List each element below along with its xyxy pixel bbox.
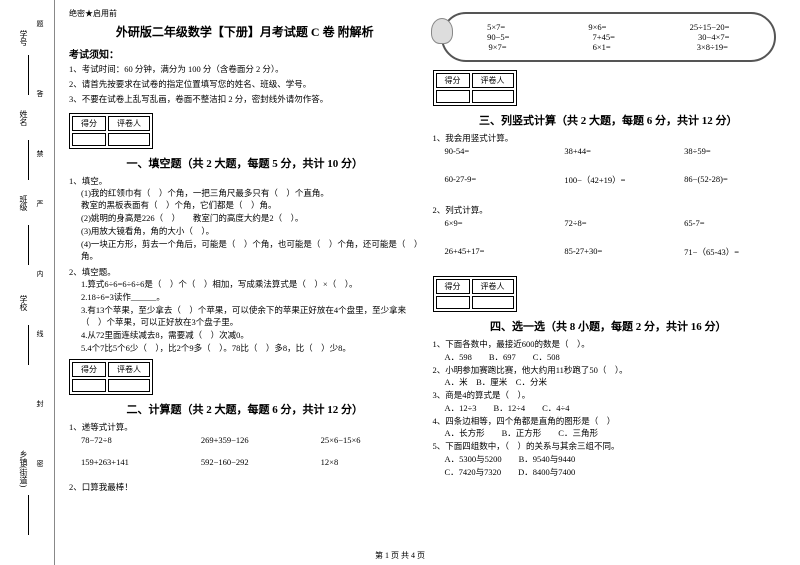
notice-item: 3、不要在试卷上乱写乱画，卷面不整洁扣 2 分，密封线外请勿作答。 xyxy=(69,94,421,106)
margin-label-class: 班级 xyxy=(18,195,29,211)
mc-item: 3、商是4的算式是（ ）。 xyxy=(433,389,785,402)
q1-item: 教室的黑板表面有（ ）个角，它们都是（ ）角。 xyxy=(81,199,421,212)
q5-heading: 1、我会用竖式计算。 xyxy=(433,132,785,144)
q1-item: (1)我的红领巾有（ ）个角，一把三角尺最多只有（ ）个直角。 xyxy=(81,187,421,200)
vert-calc-row: 90-54= 38+44= 38÷59= xyxy=(445,146,785,156)
vert-calc-row: 6×9= 72÷8= 65-7= xyxy=(445,218,785,228)
calc-row: 78−72÷8 269+359−126 25×6−15×6 xyxy=(81,435,421,445)
grader-col: 评卷人 xyxy=(472,279,514,294)
q2-heading: 2、填空题。 xyxy=(69,266,421,278)
score-table: 得分评卷人 xyxy=(433,276,517,312)
binding-margin: 学号 姓名 班级 学校 乡镇(街道) 题 答 禁 严 内 线 封 密 xyxy=(0,0,55,565)
score-col: 得分 xyxy=(72,116,106,131)
page-footer: 第 1 页 共 4 页 xyxy=(375,550,425,561)
score-table: 得分评卷人 xyxy=(69,359,153,395)
mc-options: A．12÷3 B．12÷4 C．4÷4 xyxy=(445,402,785,415)
q2-item: 3.有13个苹果，至少拿去（ ）个苹果，可以使余下的苹果正好放在4个盘里，至少拿… xyxy=(81,304,421,330)
q2-item: 1.算式6÷6=6÷6÷6是（ ）个（ ）相加，写成乘法算式是（ ）×（ ）。 xyxy=(81,278,421,291)
q1-item: (2)姚明的身高是226（ ） 教室门的高度大约是2（ ）。 xyxy=(81,212,421,225)
student-icon xyxy=(431,18,453,44)
q1-heading: 1、填空。 xyxy=(69,175,421,187)
section-4-title: 四、选一选（共 8 小题，每题 2 分，共计 16 分） xyxy=(433,318,785,334)
q6-heading: 2、列式计算。 xyxy=(433,204,785,216)
seal-char: 题 xyxy=(35,20,45,27)
seal-char: 严 xyxy=(35,200,45,207)
q2-item: 4.从72里面连续减去8，需要减（ ）次减0。 xyxy=(81,329,421,342)
mc-item: 4、四条边相等，四个角都是直角的图形是（ ） xyxy=(433,415,785,428)
mc-options: A．598 B．697 C．508 xyxy=(445,351,785,364)
seal-char: 内 xyxy=(35,270,45,277)
score-col: 得分 xyxy=(72,362,106,377)
vert-calc-row: 26+45+17= 85-27+30= 71−（65-43）= xyxy=(445,246,785,258)
content-area: 绝密★启用前 外研版二年级数学【下册】月考试题 C 卷 附解析 考试须知： 1、… xyxy=(55,0,800,565)
seal-char: 线 xyxy=(35,330,45,337)
section-2-title: 二、计算题（共 2 大题，每题 6 分，共计 12 分） xyxy=(69,401,421,417)
seal-char: 封 xyxy=(35,400,45,407)
q2-item: 2.18÷6=3读作______。 xyxy=(81,291,421,304)
margin-label-school: 学校 xyxy=(18,295,29,311)
score-table: 得分评卷人 xyxy=(69,113,153,149)
q1-item: (3)用放大镜看角，角的大小（ ）。 xyxy=(81,225,421,238)
vert-calc-row: 60-27-9= 100−（42+19）= 86−(52-28)= xyxy=(445,174,785,186)
exam-title: 外研版二年级数学【下册】月考试题 C 卷 附解析 xyxy=(69,23,421,40)
section-3-title: 三、列竖式计算（共 2 大题，每题 6 分，共计 12 分） xyxy=(433,112,785,128)
secret-label: 绝密★启用前 xyxy=(69,8,421,19)
seal-char: 密 xyxy=(35,460,45,467)
mental-math-cloud: 5×7=9×6=25÷15−20= 90−5=7+45=30−4×7= 9×7=… xyxy=(441,12,777,62)
score-col: 得分 xyxy=(436,279,470,294)
mc-item: 1、下面各数中，最接近600的数是（ ）。 xyxy=(433,338,785,351)
q2-item: 5.4个7比5个6少（ ），比2个9多（ ）。78比（ ）多8，比（ ）少8。 xyxy=(81,342,421,355)
mc-item: 5、下面四组数中，（ ）的关系与其余三组不同。 xyxy=(433,440,785,453)
mc-options: C．7420与7320 D．8400与7400 xyxy=(445,466,785,479)
mc-options: A．米 B．厘米 C．分米 xyxy=(445,376,785,389)
margin-label-id: 学号 xyxy=(18,30,29,46)
calc-row: 159+263+141 592−160−292 12×8 xyxy=(81,457,421,467)
margin-label-name: 姓名 xyxy=(18,110,29,126)
margin-label-town: 乡镇(街道) xyxy=(18,450,29,487)
score-table: 得分评卷人 xyxy=(433,70,517,106)
mc-item: 2、小明参加赛跑比赛，他大约用11秒跑了50（ ）。 xyxy=(433,364,785,377)
notice-heading: 考试须知： xyxy=(69,46,421,61)
seal-char: 禁 xyxy=(35,150,45,157)
score-col: 得分 xyxy=(436,73,470,88)
mc-options: A．长方形 B．正方形 C．三角形 xyxy=(445,427,785,440)
grader-col: 评卷人 xyxy=(108,116,150,131)
left-column: 绝密★启用前 外研版二年级数学【下册】月考试题 C 卷 附解析 考试须知： 1、… xyxy=(63,8,427,565)
notice-item: 1、考试时间：60 分钟，满分为 100 分（含卷面分 2 分）。 xyxy=(69,64,421,76)
mc-options: A．5300与5200 B．9540与9440 xyxy=(445,453,785,466)
right-column: 5×7=9×6=25÷15−20= 90−5=7+45=30−4×7= 9×7=… xyxy=(427,8,791,565)
q1-item: (4)一块正方形，剪去一个角后，可能是（ ）个角，也可能是（ ）个角，还可能是（… xyxy=(81,238,421,264)
grader-col: 评卷人 xyxy=(108,362,150,377)
notice-item: 2、请首先按要求在试卷的指定位置填写您的姓名、班级、学号。 xyxy=(69,79,421,91)
section-1-title: 一、填空题（共 2 大题，每题 5 分，共计 10 分） xyxy=(69,155,421,171)
grader-col: 评卷人 xyxy=(472,73,514,88)
q4-heading: 2、口算我最棒！ xyxy=(69,481,421,493)
q3-heading: 1、递等式计算。 xyxy=(69,421,421,433)
seal-char: 答 xyxy=(35,90,45,97)
